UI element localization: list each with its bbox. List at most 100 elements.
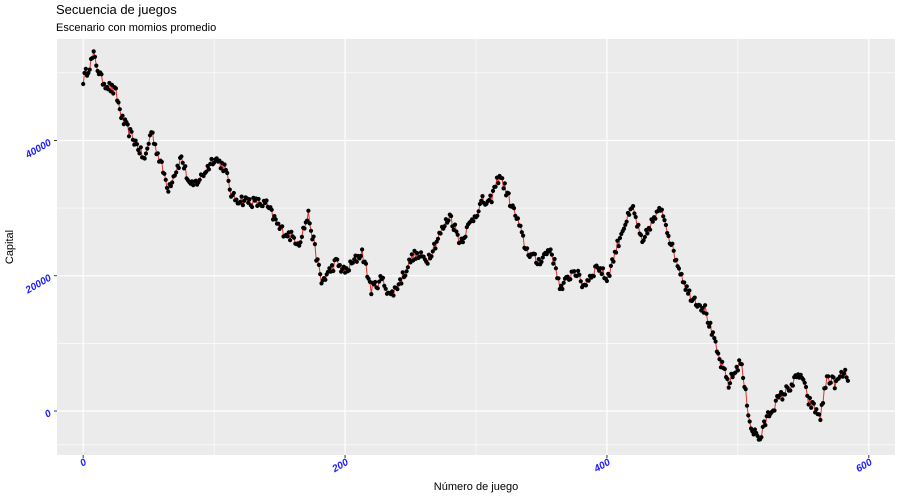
data-point — [179, 154, 184, 159]
x-tick-label: 0 — [78, 457, 89, 470]
data-point — [502, 181, 507, 186]
data-point — [247, 197, 252, 202]
data-point — [663, 222, 669, 228]
y-tick-label: 20000 — [23, 273, 54, 297]
data-point — [501, 186, 506, 191]
data-point — [346, 268, 352, 273]
data-point — [398, 277, 403, 282]
data-point — [269, 207, 274, 212]
data-point — [539, 259, 544, 264]
data-point — [480, 194, 485, 199]
data-point — [164, 185, 170, 190]
data-point — [288, 238, 293, 243]
data-point — [617, 235, 623, 241]
data-point — [272, 214, 277, 219]
data-point — [662, 218, 667, 223]
data-point — [120, 113, 125, 118]
data-point — [591, 274, 596, 279]
data-point — [734, 364, 739, 369]
data-point — [632, 211, 637, 216]
data-point — [316, 262, 321, 267]
data-point — [234, 197, 239, 202]
data-point — [318, 272, 323, 277]
data-point — [604, 278, 610, 284]
data-point — [289, 229, 294, 234]
data-point — [772, 408, 777, 413]
data-point — [415, 251, 420, 256]
data-point — [552, 256, 557, 262]
data-point — [739, 362, 744, 367]
data-point — [438, 231, 443, 236]
data-point — [755, 433, 760, 438]
data-point — [238, 199, 243, 204]
data-point — [323, 277, 328, 282]
data-point — [641, 238, 646, 243]
data-point — [369, 292, 374, 297]
data-point — [561, 280, 566, 285]
data-point — [222, 162, 227, 167]
data-point — [291, 235, 297, 240]
data-point — [623, 222, 628, 227]
data-point — [773, 398, 778, 403]
data-point — [315, 257, 320, 262]
data-point — [125, 122, 130, 127]
data-point — [260, 204, 265, 209]
data-point — [687, 288, 692, 293]
data-point — [405, 265, 410, 270]
data-point — [790, 383, 796, 388]
data-point — [360, 247, 365, 252]
x-axis: 0 200 400 600 — [78, 455, 875, 475]
chart-subtitle: Escenario con momios promedio — [56, 22, 216, 34]
data-point — [86, 70, 91, 76]
data-point — [583, 283, 589, 288]
data-point — [831, 375, 836, 380]
data-point — [735, 368, 741, 373]
data-point — [828, 380, 833, 385]
data-point — [449, 214, 454, 219]
data-point — [433, 246, 438, 251]
data-point — [102, 81, 107, 86]
data-point — [375, 286, 380, 291]
data-point — [716, 351, 721, 356]
data-point — [425, 261, 430, 266]
data-point — [506, 191, 511, 196]
data-point — [511, 206, 517, 211]
data-point — [703, 303, 708, 308]
chart-title: Secuencia de juegos — [56, 2, 177, 17]
data-point — [826, 374, 831, 379]
data-point — [493, 184, 498, 189]
data-point — [747, 419, 752, 424]
data-point — [559, 283, 564, 288]
data-point — [307, 221, 312, 226]
data-point — [150, 130, 155, 135]
data-point — [844, 375, 849, 380]
data-point — [168, 184, 173, 189]
data-point — [683, 287, 688, 292]
data-point — [399, 281, 404, 286]
data-point — [391, 293, 396, 298]
data-point — [454, 229, 459, 234]
data-point — [515, 216, 521, 221]
data-point — [476, 209, 481, 214]
data-point — [611, 259, 616, 264]
data-point — [782, 392, 788, 397]
data-point — [358, 253, 363, 259]
data-point — [83, 66, 88, 71]
data-point — [212, 160, 217, 165]
data-point — [525, 246, 530, 251]
data-point — [146, 141, 151, 146]
data-point — [490, 188, 496, 193]
data-point — [671, 248, 676, 253]
data-point — [710, 330, 716, 335]
data-point — [276, 221, 281, 226]
data-point — [801, 377, 806, 382]
data-point — [155, 151, 160, 156]
data-point — [661, 214, 666, 219]
data-point — [153, 142, 158, 147]
data-point — [352, 257, 357, 262]
data-point — [390, 289, 395, 294]
data-point — [475, 213, 480, 218]
data-point — [713, 339, 718, 344]
data-point — [621, 226, 627, 231]
data-point — [380, 275, 386, 280]
